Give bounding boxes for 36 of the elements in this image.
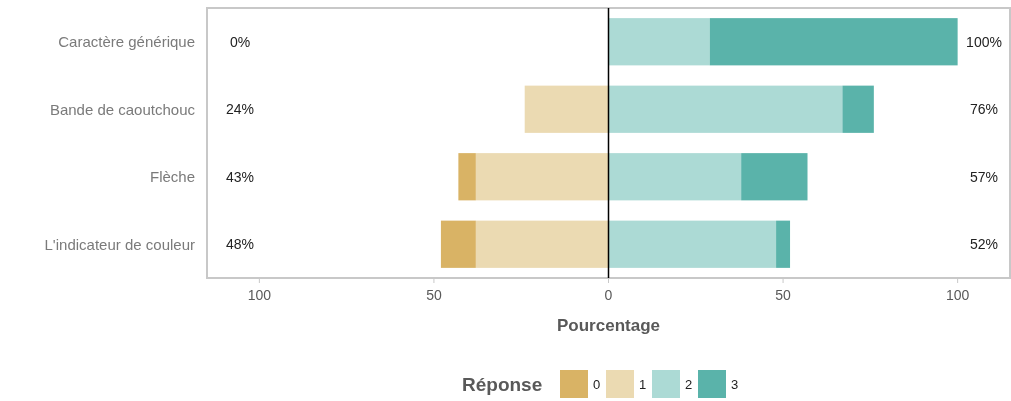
y-tick-label: Bande de caoutchouc (49, 100, 196, 118)
x-tick-label: 0 (604, 287, 613, 303)
legend-title: Réponse (462, 373, 543, 395)
legend-label: 0 (593, 376, 601, 392)
bar (608, 153, 742, 201)
annotation: 76% (969, 101, 999, 118)
bar (524, 85, 609, 133)
legend-label: 1 (639, 376, 647, 392)
bar (475, 153, 609, 201)
annotation: 43% (225, 168, 255, 185)
bar (608, 18, 710, 66)
bar (776, 220, 791, 268)
x-tick-label: 50 (426, 287, 442, 303)
bar (709, 18, 958, 66)
bar (475, 220, 609, 268)
annotation: 0% (229, 33, 251, 50)
annotation: 52% (969, 236, 999, 253)
y-tick-label: Flèche (149, 168, 195, 185)
bar (440, 220, 476, 268)
bar (608, 220, 777, 268)
bar (741, 153, 808, 201)
bar (608, 85, 843, 133)
annotation: 57% (969, 168, 999, 185)
y-tick-label: Caractère générique (58, 33, 195, 50)
bar (842, 85, 874, 133)
x-axis-title: Pourcentage (557, 316, 660, 335)
annotation: 100% (966, 33, 1002, 50)
legend-label: 3 (731, 376, 739, 392)
legend-label: 2 (685, 376, 693, 392)
annotation: 48% (225, 236, 255, 253)
y-tick-label: L'indicateur de couleur (44, 235, 195, 253)
bar (458, 153, 476, 201)
x-tick-label: 100 (945, 287, 970, 303)
annotation: 24% (225, 101, 255, 118)
x-tick-label: 100 (247, 287, 272, 303)
x-tick-label: 50 (775, 287, 792, 303)
